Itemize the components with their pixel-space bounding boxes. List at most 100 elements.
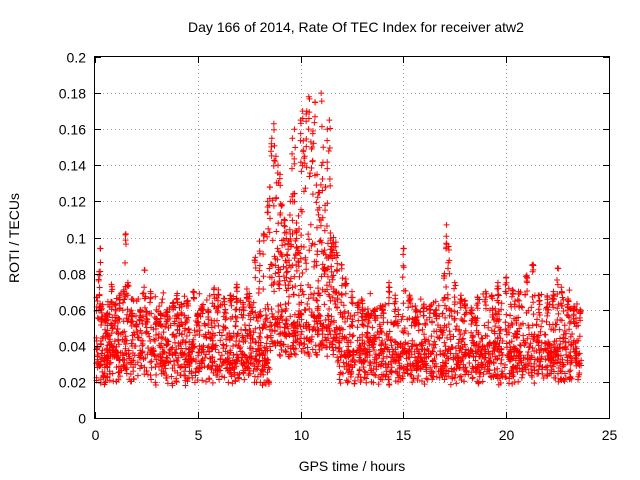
cloud-point [525, 324, 532, 331]
cloud-point [206, 292, 213, 299]
cloud-point [511, 345, 518, 352]
data-point-trail [211, 323, 218, 330]
cloud-point [306, 337, 313, 344]
cloud-point [348, 322, 355, 329]
y-tick-label: 0.18 [59, 86, 86, 102]
data-point-trail [141, 304, 148, 311]
data-point-trail [535, 292, 542, 299]
data-point-trail [278, 203, 285, 210]
cloud-point [377, 363, 384, 370]
cloud-point [345, 343, 352, 350]
cloud-point [175, 342, 182, 349]
cloud-point [136, 354, 143, 361]
cloud-point [182, 382, 189, 389]
cloud-point [307, 284, 314, 291]
cloud-point [496, 374, 503, 381]
data-point-trail [317, 181, 324, 188]
cloud-point [161, 370, 168, 377]
data-point-trail [194, 319, 201, 326]
cloud-point [103, 361, 110, 368]
data-point-trail [148, 310, 155, 317]
cloud-point [456, 336, 463, 343]
data-point-trail [205, 321, 212, 328]
cloud-point [315, 290, 322, 297]
data-point-trail [142, 295, 149, 302]
data-point-trail [297, 159, 304, 166]
cloud-point [247, 331, 254, 338]
cloud-point [478, 359, 485, 366]
data-point-trail [565, 312, 572, 319]
data-point [289, 135, 296, 142]
data-point-trail [299, 208, 306, 215]
cloud-point [280, 273, 287, 280]
data-point-trail [108, 283, 115, 290]
cloud-point [329, 247, 336, 254]
cloud-point [453, 365, 460, 372]
cloud-point [515, 378, 522, 385]
cloud-point [297, 311, 304, 318]
cloud-point [513, 334, 520, 341]
data-point-trail [146, 299, 153, 306]
cloud-point [102, 378, 109, 385]
cloud-point [348, 370, 355, 377]
cloud-point [311, 263, 318, 270]
data-point-trail [284, 240, 291, 247]
cloud-point [114, 326, 121, 333]
cloud-point [251, 379, 258, 386]
cloud-point [361, 368, 368, 375]
cloud-point [422, 364, 429, 371]
cloud-point [443, 373, 450, 380]
cloud-point [415, 327, 422, 334]
data-point [451, 279, 458, 286]
data-point-trail [210, 286, 217, 293]
cloud-point [108, 330, 115, 337]
cloud-point [519, 371, 526, 378]
data-point-trail [400, 262, 407, 269]
cloud-point [367, 367, 374, 374]
data-point-trail [281, 222, 288, 229]
cloud-point [185, 374, 192, 381]
cloud-point [512, 364, 519, 371]
data-point-trail [316, 238, 323, 245]
cloud-point [535, 370, 542, 377]
data-point-trail [215, 304, 222, 311]
data-point-trail [333, 304, 340, 311]
cloud-point [344, 351, 351, 358]
cloud-point [221, 374, 228, 381]
cloud-point [150, 345, 157, 352]
data-point-trail [280, 263, 287, 270]
data-point-trail [516, 290, 523, 297]
cloud-point [432, 298, 439, 305]
data-point-trail [536, 301, 543, 308]
data-point-trail [266, 265, 273, 272]
cloud-point [469, 374, 476, 381]
cloud-point [371, 371, 378, 378]
cloud-point [234, 371, 241, 378]
cloud-point [371, 356, 378, 363]
cloud-point [201, 320, 208, 327]
cloud-point [247, 327, 254, 334]
data-point-trail [174, 299, 181, 306]
cloud-point [218, 352, 225, 359]
data-point-trail [256, 262, 263, 269]
cloud-point [253, 348, 260, 355]
cloud-point [186, 351, 193, 358]
y-tick-label: 0.14 [59, 158, 86, 174]
data-point-trail [312, 99, 319, 106]
data-point-trail [256, 248, 263, 255]
y-tick-label: 0.12 [59, 194, 86, 210]
data-point-trail [446, 305, 453, 312]
data-point-trail [349, 323, 356, 329]
cloud-point [199, 346, 206, 353]
cloud-point [367, 290, 374, 297]
cloud-point [537, 328, 544, 335]
cloud-point [513, 365, 520, 372]
data-point-trail [462, 304, 469, 311]
cloud-point [394, 370, 401, 377]
data-point-trail [297, 130, 304, 137]
cloud-point [186, 329, 193, 336]
cloud-point [354, 309, 361, 316]
cloud-point [560, 338, 567, 345]
cloud-point [125, 347, 132, 354]
cloud-point [470, 340, 477, 347]
